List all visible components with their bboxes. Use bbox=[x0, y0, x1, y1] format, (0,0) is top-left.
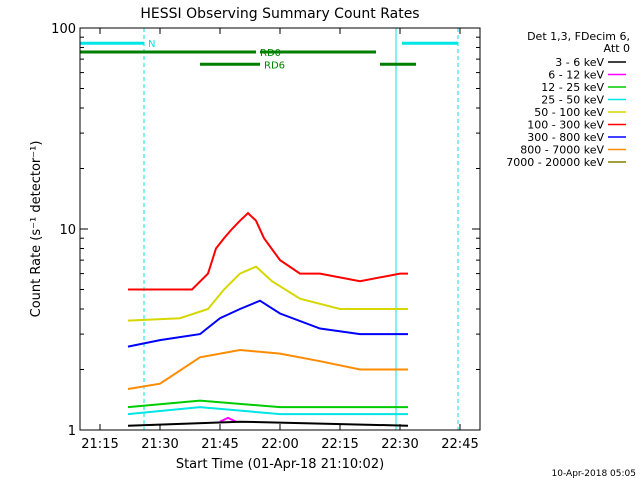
legend-label: 800 - 7000 keV bbox=[520, 144, 604, 157]
legend-header: Det 1,3, FDecim 6, bbox=[527, 30, 630, 43]
plot-frame bbox=[79, 27, 481, 431]
y-tick-label: 1 bbox=[68, 424, 76, 439]
series-line bbox=[127, 406, 408, 416]
legend-label: 6 - 12 keV bbox=[548, 69, 604, 82]
series-line bbox=[127, 299, 408, 348]
y-axis-label: Count Rate (s⁻¹ detector⁻¹) bbox=[29, 141, 44, 318]
y-tick-label: 100 bbox=[51, 22, 76, 37]
series-line bbox=[127, 348, 408, 390]
annotation-label: RD0 bbox=[260, 48, 281, 59]
annotation-label: RD6 bbox=[264, 60, 285, 71]
series-line bbox=[128, 211, 408, 291]
legend-label: 100 - 300 keV bbox=[527, 119, 604, 132]
x-tick-label: 21:30 bbox=[141, 437, 178, 452]
series-line bbox=[219, 416, 237, 423]
legend-label: 3 - 6 keV bbox=[555, 56, 604, 69]
annotation-label: N bbox=[148, 39, 155, 50]
legend-label: 50 - 100 keV bbox=[534, 106, 604, 119]
footer-timestamp: 10-Apr-2018 05:05 bbox=[552, 469, 636, 479]
legend-label: 7000 - 20000 keV bbox=[506, 156, 604, 169]
x-axis-label: Start Time (01-Apr-18 21:10:02) bbox=[176, 457, 384, 472]
x-tick-label: 22:00 bbox=[261, 437, 298, 452]
legend-label: 12 - 25 keV bbox=[541, 81, 604, 94]
axis-ticks: 21:15 21:30 21:45 22:00 22:15 22:30 22:45 1 10 10… bbox=[51, 22, 480, 452]
series-line bbox=[127, 265, 408, 322]
y-tick-label: 10 bbox=[59, 223, 76, 238]
x-tick-label: 22:30 bbox=[381, 437, 418, 452]
chart-title: HESSI Observing Summary Count Rates bbox=[140, 6, 419, 22]
x-tick-label: 21:45 bbox=[201, 437, 238, 452]
series-line bbox=[127, 420, 409, 427]
series-line bbox=[127, 399, 408, 409]
legend-label: 25 - 50 keV bbox=[541, 94, 604, 107]
legend-header: Att 0 bbox=[604, 42, 630, 55]
legend-label: 300 - 800 keV bbox=[527, 131, 604, 144]
x-tick-label: 21:15 bbox=[81, 437, 118, 452]
x-tick-label: 22:15 bbox=[321, 437, 358, 452]
x-tick-label: 22:45 bbox=[441, 437, 478, 452]
